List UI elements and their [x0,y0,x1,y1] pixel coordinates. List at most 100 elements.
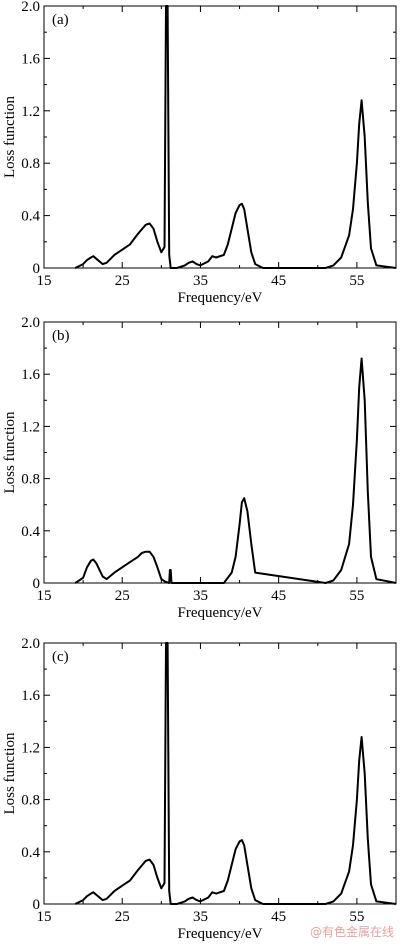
data-point [82,263,84,265]
y-tick-label: 1.2 [21,104,40,120]
data-point [168,582,170,584]
data-point [235,556,237,558]
data-point [254,263,256,265]
y-tick-label: 1.2 [21,419,40,435]
data-point [156,877,159,879]
y-tick-label: 0.4 [21,845,40,861]
panel-label: (a) [52,12,69,28]
x-tick-label: 55 [349,909,364,925]
data-point [152,228,155,230]
data-point [325,903,327,905]
data-point [102,575,104,578]
data-point [395,903,397,905]
data-point [95,258,98,260]
data-point [325,582,327,584]
data-point [90,892,92,895]
data-point [90,256,92,259]
data-point [367,201,369,204]
plot-frame [43,5,397,269]
data-point [171,582,173,584]
y-tick-label: 0.8 [21,156,40,172]
data-point [95,894,98,896]
data-point [160,251,162,253]
data-point [170,267,172,269]
data-point [105,578,108,580]
data-point [246,864,248,866]
y-axis-label: Loss function [2,732,18,815]
data-point [121,566,123,568]
plot-frame [43,321,397,584]
data-point [113,571,115,574]
data-point [352,844,354,846]
plot-frame [43,642,397,905]
data-point [165,5,167,7]
panel-c: 15 25 35 45 55 0 0.4 0.8 1.2 1.6 2.0 Frequency/eV Lo… [2,636,397,942]
data-point [227,243,229,246]
x-tick-label: 25 [115,588,130,604]
y-tick-label: 0 [33,261,41,277]
data-point [375,578,378,580]
data-point [241,203,243,205]
data-point [215,256,217,259]
data-point [90,560,92,562]
data-point [184,900,186,902]
data-point [332,264,335,266]
data-point [254,571,256,574]
data-point [176,903,178,905]
x-tick-label: 35 [193,909,208,925]
data-point [102,263,104,265]
y-tick-label: 0 [33,576,41,592]
data-point [168,254,170,256]
y-axis-label: Loss function [2,95,18,178]
data-point [358,759,360,762]
y-tick-label: 1.6 [21,688,40,704]
data-point [395,582,397,584]
data-point [152,864,155,866]
data-point [74,903,76,905]
data-point [241,501,243,503]
data-point [105,262,108,264]
data-point [370,247,372,249]
data-point [340,256,342,259]
data-point [348,543,350,545]
data-point [92,558,94,561]
data-point [246,228,248,230]
data-point [243,844,245,846]
loss-function-line [74,357,397,584]
data-point [231,228,233,230]
x-axis-label: Frequency/eV [178,605,263,621]
data-point [332,900,335,902]
data-point [360,99,363,101]
data-point [348,234,350,236]
data-point [254,899,256,901]
data-point [358,386,360,388]
data-point [121,885,123,887]
x-tick-label: 45 [271,909,286,925]
data-point [92,255,94,257]
y-tick-label: 0.8 [21,472,40,488]
data-point [74,267,76,269]
y-tick-label: 0.4 [21,524,40,540]
data-point [163,882,166,884]
data-point [86,566,88,568]
data-point [86,895,88,897]
data-point [223,582,225,584]
data-point [156,241,159,243]
data-point [250,543,252,545]
data-point [129,561,131,563]
data-point [199,264,202,266]
y-tick-label: 1.2 [21,740,40,756]
x-tick-label: 55 [349,588,364,604]
data-point [170,903,172,905]
x-tick-label: 25 [115,909,130,925]
x-tick-label: 25 [115,273,130,289]
data-point [163,246,166,248]
data-point [149,551,151,553]
data-point [356,799,358,801]
data-point [364,136,366,138]
y-tick-label: 0.4 [21,209,40,225]
data-point [235,848,237,850]
data-point [238,523,241,525]
data-point [156,566,159,568]
